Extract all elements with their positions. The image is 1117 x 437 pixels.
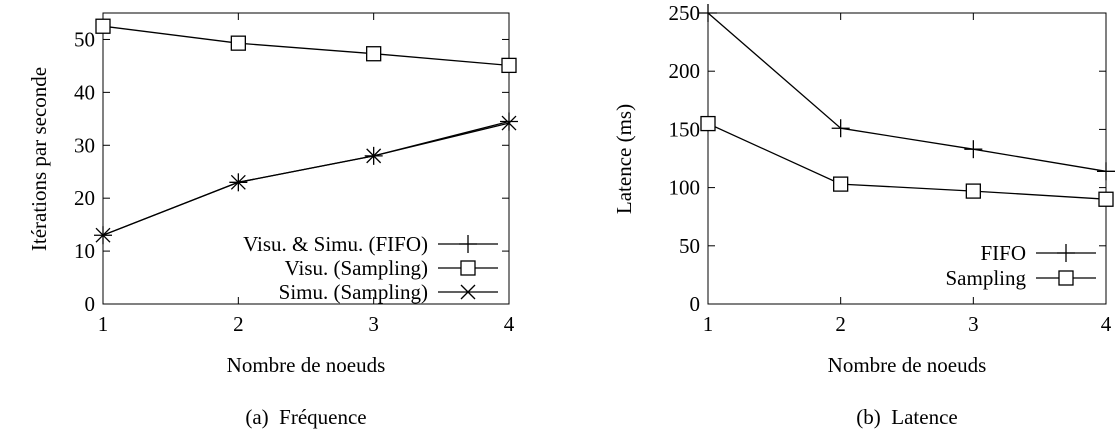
- x-axis-label: Nombre de noeuds: [227, 353, 386, 377]
- data-point: [833, 176, 849, 192]
- y-tick-label: 50: [74, 27, 95, 51]
- legend: Visu. & Simu. (FIFO)Visu. (Sampling)Simu…: [243, 232, 498, 304]
- legend-label: FIFO: [980, 241, 1026, 265]
- plot-frame: [102, 12, 510, 305]
- x-tick-label: 2: [233, 312, 244, 336]
- square-marker-shape: [700, 115, 716, 132]
- y-axis-label: Itérations par seconde: [27, 67, 51, 251]
- legend-item: Visu. & Simu. (FIFO): [243, 232, 498, 256]
- data-point: [699, 4, 717, 22]
- legend-item: Visu. (Sampling): [285, 256, 498, 280]
- square-marker-shape: [1098, 191, 1114, 207]
- legend-marker: [460, 284, 476, 300]
- y-axis-label: Latence (ms): [612, 104, 636, 214]
- data-point: [500, 112, 518, 131]
- y-tick-label: 200: [669, 59, 701, 83]
- square-marker-shape: [366, 46, 382, 62]
- chart-frequence: 0 10 20 30 40 50 1 2 3 4 Visu. & Simu. (FIFO)Vis…: [27, 12, 518, 429]
- data-point: [366, 46, 382, 62]
- x-axis-ticks: 1 2 3 4: [98, 13, 515, 336]
- legend-marker: [1058, 270, 1074, 286]
- series-plus: [699, 4, 1115, 181]
- chart-caption: (a) Fréquence: [245, 405, 366, 429]
- square-marker-shape: [230, 35, 246, 51]
- legend-item: Simu. (Sampling): [279, 280, 498, 304]
- y-tick-label: 0: [85, 292, 96, 316]
- data-point: [501, 57, 517, 74]
- x-tick-label: 1: [98, 312, 109, 336]
- y-tick-label: 20: [74, 186, 95, 210]
- data-point: [95, 18, 111, 34]
- x-tick-label: 4: [504, 312, 515, 336]
- data-point: [831, 119, 850, 138]
- square-marker-shape: [833, 176, 849, 192]
- legend-marker: [460, 260, 476, 276]
- series-line: [102, 122, 510, 236]
- cross-marker-b: [366, 148, 382, 164]
- data-point: [700, 115, 716, 132]
- y-tick-label: 0: [690, 292, 701, 316]
- data-point: [1098, 191, 1114, 207]
- series-layer: [94, 18, 518, 245]
- y-axis-ticks: 0 50 100 150 200 250: [669, 1, 1106, 316]
- legend-label: Sampling: [945, 266, 1026, 290]
- y-axis-ticks: 0 10 20 30 40 50: [74, 27, 509, 316]
- y-tick-label: 50: [679, 234, 700, 258]
- data-point: [230, 35, 246, 51]
- x-tick-label: 3: [968, 312, 979, 336]
- legend-label: Simu. (Sampling): [279, 280, 428, 304]
- square-marker-shape: [501, 57, 517, 74]
- cross-marker-b: [501, 115, 517, 131]
- series-line: [707, 12, 1107, 172]
- square-marker-shape: [95, 18, 111, 34]
- data-point: [964, 140, 983, 159]
- data-point: [965, 183, 981, 199]
- square-marker-shape: [460, 260, 476, 276]
- cross-marker-b: [460, 284, 476, 300]
- legend-item: Sampling: [945, 266, 1096, 290]
- square-marker-shape: [1058, 270, 1074, 286]
- y-tick-label: 10: [74, 239, 95, 263]
- legend-label: Visu. (Sampling): [285, 256, 428, 280]
- y-tick-label: 30: [74, 133, 95, 157]
- data-point: [95, 227, 111, 243]
- x-tick-label: 3: [368, 312, 379, 336]
- series-plus: [94, 112, 518, 245]
- x-tick-label: 4: [1101, 312, 1112, 336]
- plot-frame: [707, 12, 1107, 305]
- legend-marker: [459, 235, 477, 253]
- series-line: [102, 25, 510, 67]
- series-square: [95, 18, 517, 74]
- square-marker-shape: [965, 183, 981, 199]
- legend-label: Visu. & Simu. (FIFO): [243, 232, 428, 256]
- series-layer: [699, 4, 1115, 207]
- series-square: [700, 115, 1114, 207]
- legend-item: FIFO: [980, 241, 1096, 265]
- data-point: [501, 115, 517, 131]
- cross-marker-b: [95, 227, 111, 243]
- legend-marker: [1057, 244, 1075, 262]
- series-line: [102, 120, 510, 236]
- data-point: [1097, 162, 1115, 181]
- series-cross: [95, 115, 517, 243]
- x-tick-label: 2: [835, 312, 846, 336]
- data-point: [230, 174, 246, 190]
- y-tick-label: 40: [74, 80, 95, 104]
- y-tick-label: 100: [669, 176, 701, 200]
- x-axis-label: Nombre de noeuds: [828, 353, 987, 377]
- chart-caption: (b) Latence: [856, 405, 957, 429]
- y-tick-label: 250: [669, 1, 701, 25]
- y-tick-label: 150: [669, 117, 701, 141]
- x-tick-label: 1: [703, 312, 714, 336]
- cross-marker-b: [230, 174, 246, 190]
- series-line: [707, 123, 1107, 200]
- data-point: [366, 148, 382, 164]
